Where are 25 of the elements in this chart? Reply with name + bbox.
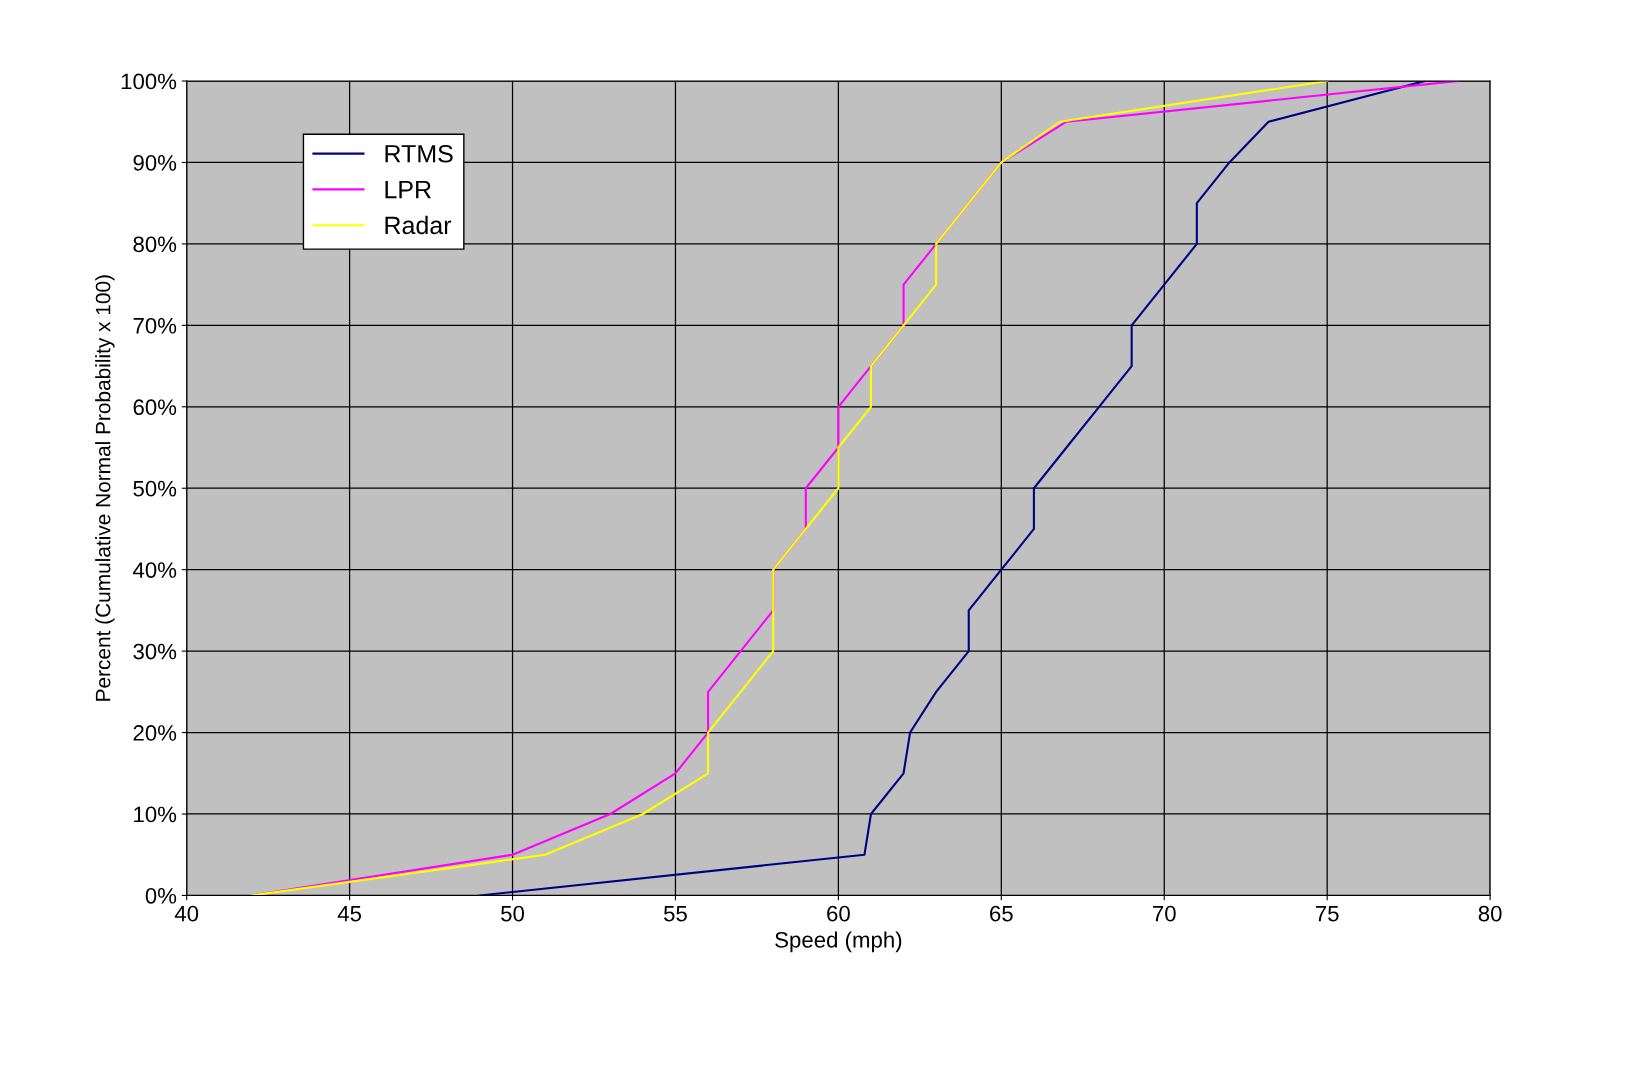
y-tick-label: 50% — [133, 480, 177, 497]
y-tick-label: 80% — [133, 236, 177, 253]
x-axis-title: Speed (mph) — [775, 931, 902, 953]
y-tick-label: 100% — [121, 73, 177, 90]
y-tick-label: 70% — [133, 317, 177, 334]
x-tick-label: 40 — [174, 905, 199, 922]
x-tick-label: 70 — [1153, 905, 1176, 922]
legend-label: LPR — [385, 180, 431, 199]
y-tick-label: 0% — [145, 887, 177, 904]
x-tick-label: 65 — [990, 905, 1013, 922]
y-tick-label: 20% — [133, 725, 177, 741]
y-axis-title: Percent (Cumulative Normal Probability x 100) — [95, 275, 115, 701]
x-tick-label: 45 — [337, 905, 362, 922]
y-tick-label: 90% — [133, 154, 177, 171]
y-tick-label: 30% — [133, 643, 177, 660]
x-tick-label: 80 — [1478, 905, 1502, 922]
y-tick-label: 10% — [134, 806, 177, 823]
x-tick-label: 50 — [501, 905, 525, 922]
legend-label: RTMS — [385, 144, 453, 163]
x-tick-label: 75 — [1315, 905, 1339, 922]
x-tick-label: 55 — [663, 905, 687, 922]
y-tick-label: 40% — [132, 562, 177, 578]
y-tick-label: 60% — [133, 399, 177, 416]
x-tick-label: 60 — [827, 905, 850, 922]
legend-label: Radar — [385, 215, 452, 235]
